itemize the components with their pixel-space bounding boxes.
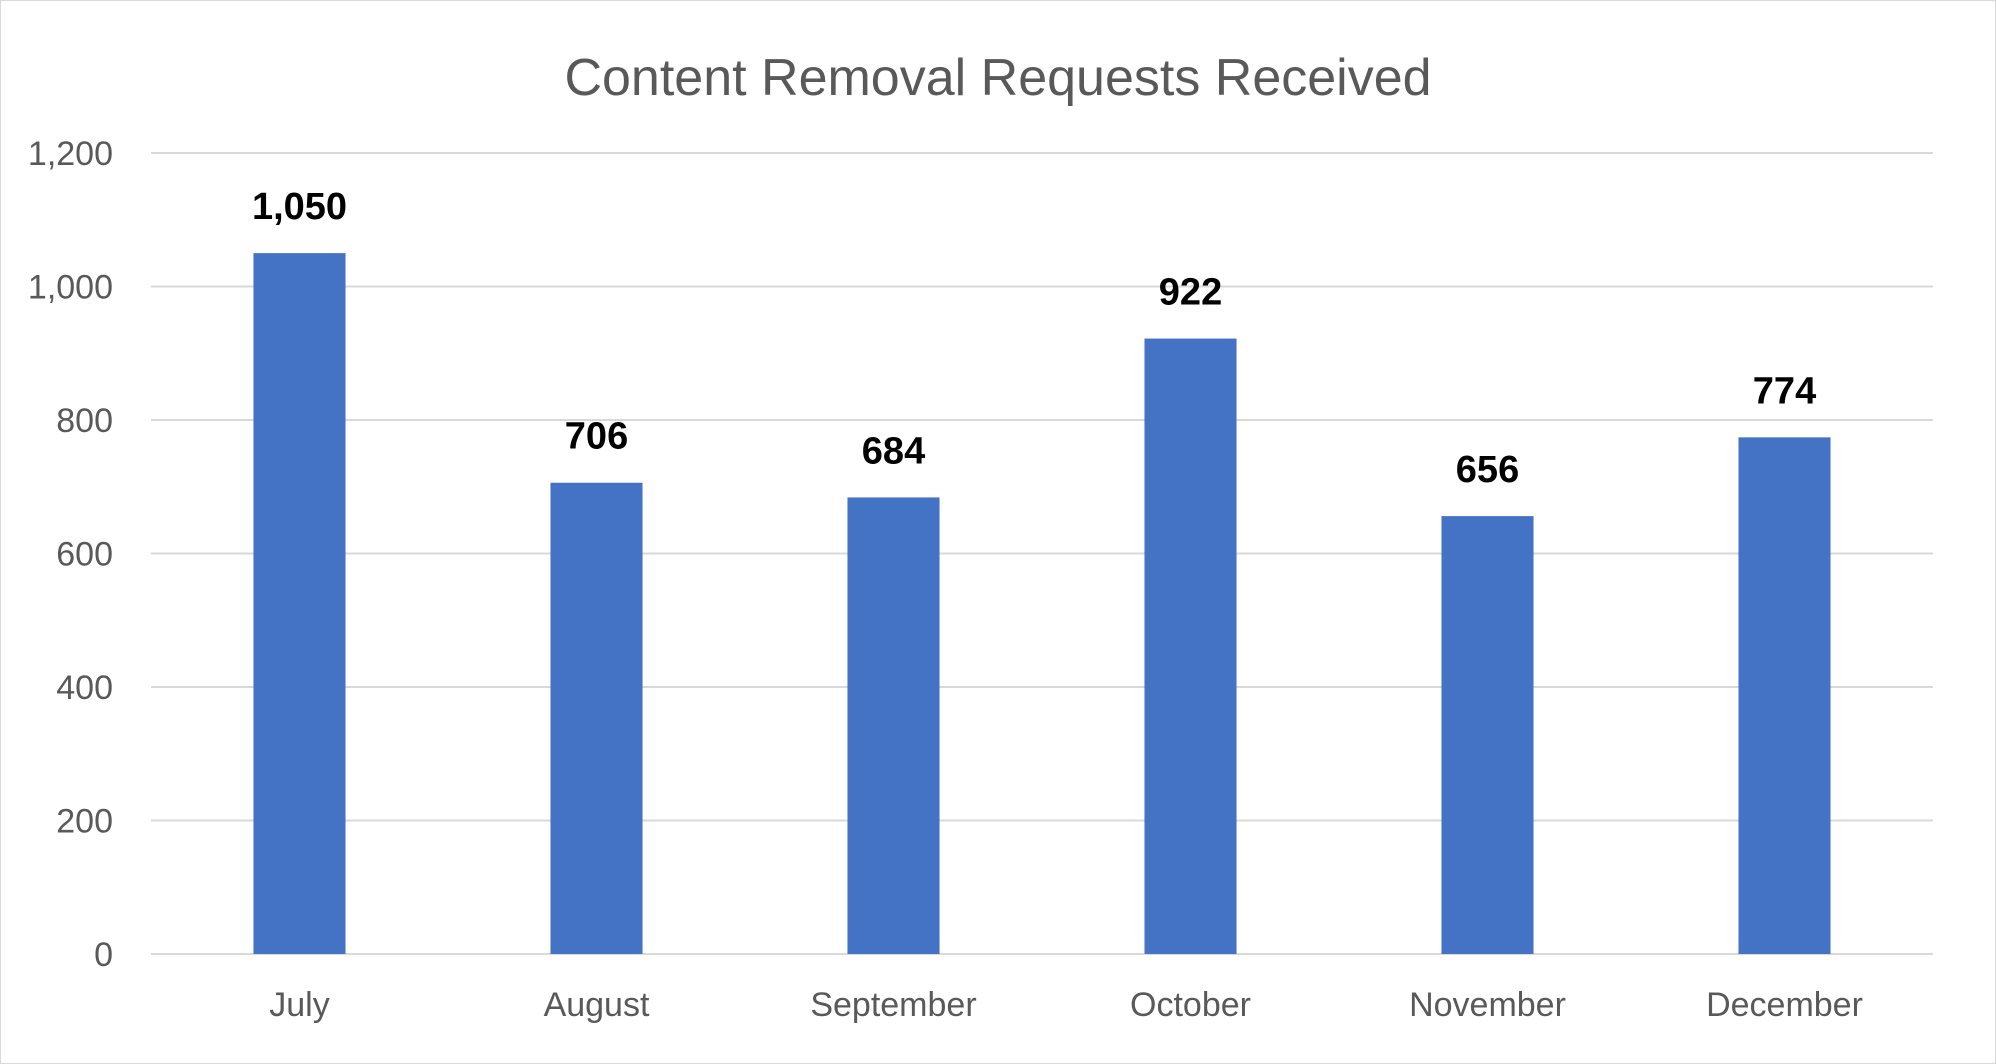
x-axis-tick-labels: July August September October November Decemb… [269, 986, 1863, 1024]
data-label-august: 706 [565, 416, 628, 458]
bar-september [847, 497, 940, 954]
y-axis-tick-labels: 0 200 400 600 800 1,000 1,200 [28, 135, 113, 974]
bar-july [253, 253, 346, 954]
chart-title: Content Removal Requests Received [564, 49, 1431, 107]
x-tick-label-august: August [544, 986, 650, 1024]
y-tick-label: 1,000 [28, 269, 113, 307]
x-tick-label-september: September [810, 986, 976, 1024]
x-tick-label-july: July [269, 986, 329, 1024]
data-labels: 1,050 706 684 922 656 774 [252, 186, 1816, 491]
y-tick-label: 800 [56, 402, 113, 440]
bar-december [1738, 437, 1831, 955]
y-tick-label: 0 [94, 936, 113, 974]
y-tick-label: 400 [56, 669, 113, 707]
x-tick-label-october: October [1130, 986, 1251, 1024]
x-tick-label-december: December [1706, 986, 1863, 1024]
data-label-december: 774 [1753, 370, 1816, 412]
y-tick-label: 600 [56, 536, 113, 574]
bar-august [550, 482, 643, 954]
bar-november [1441, 516, 1534, 954]
y-tick-label: 200 [56, 803, 113, 841]
data-label-november: 656 [1456, 449, 1519, 491]
y-tick-label: 1,200 [28, 135, 113, 173]
bars [253, 253, 1831, 955]
gridlines [151, 152, 1933, 955]
x-tick-label-november: November [1409, 986, 1566, 1024]
data-label-september: 684 [862, 430, 925, 472]
data-label-october: 922 [1159, 272, 1222, 314]
data-label-july: 1,050 [252, 186, 347, 228]
bar-october [1144, 338, 1237, 954]
